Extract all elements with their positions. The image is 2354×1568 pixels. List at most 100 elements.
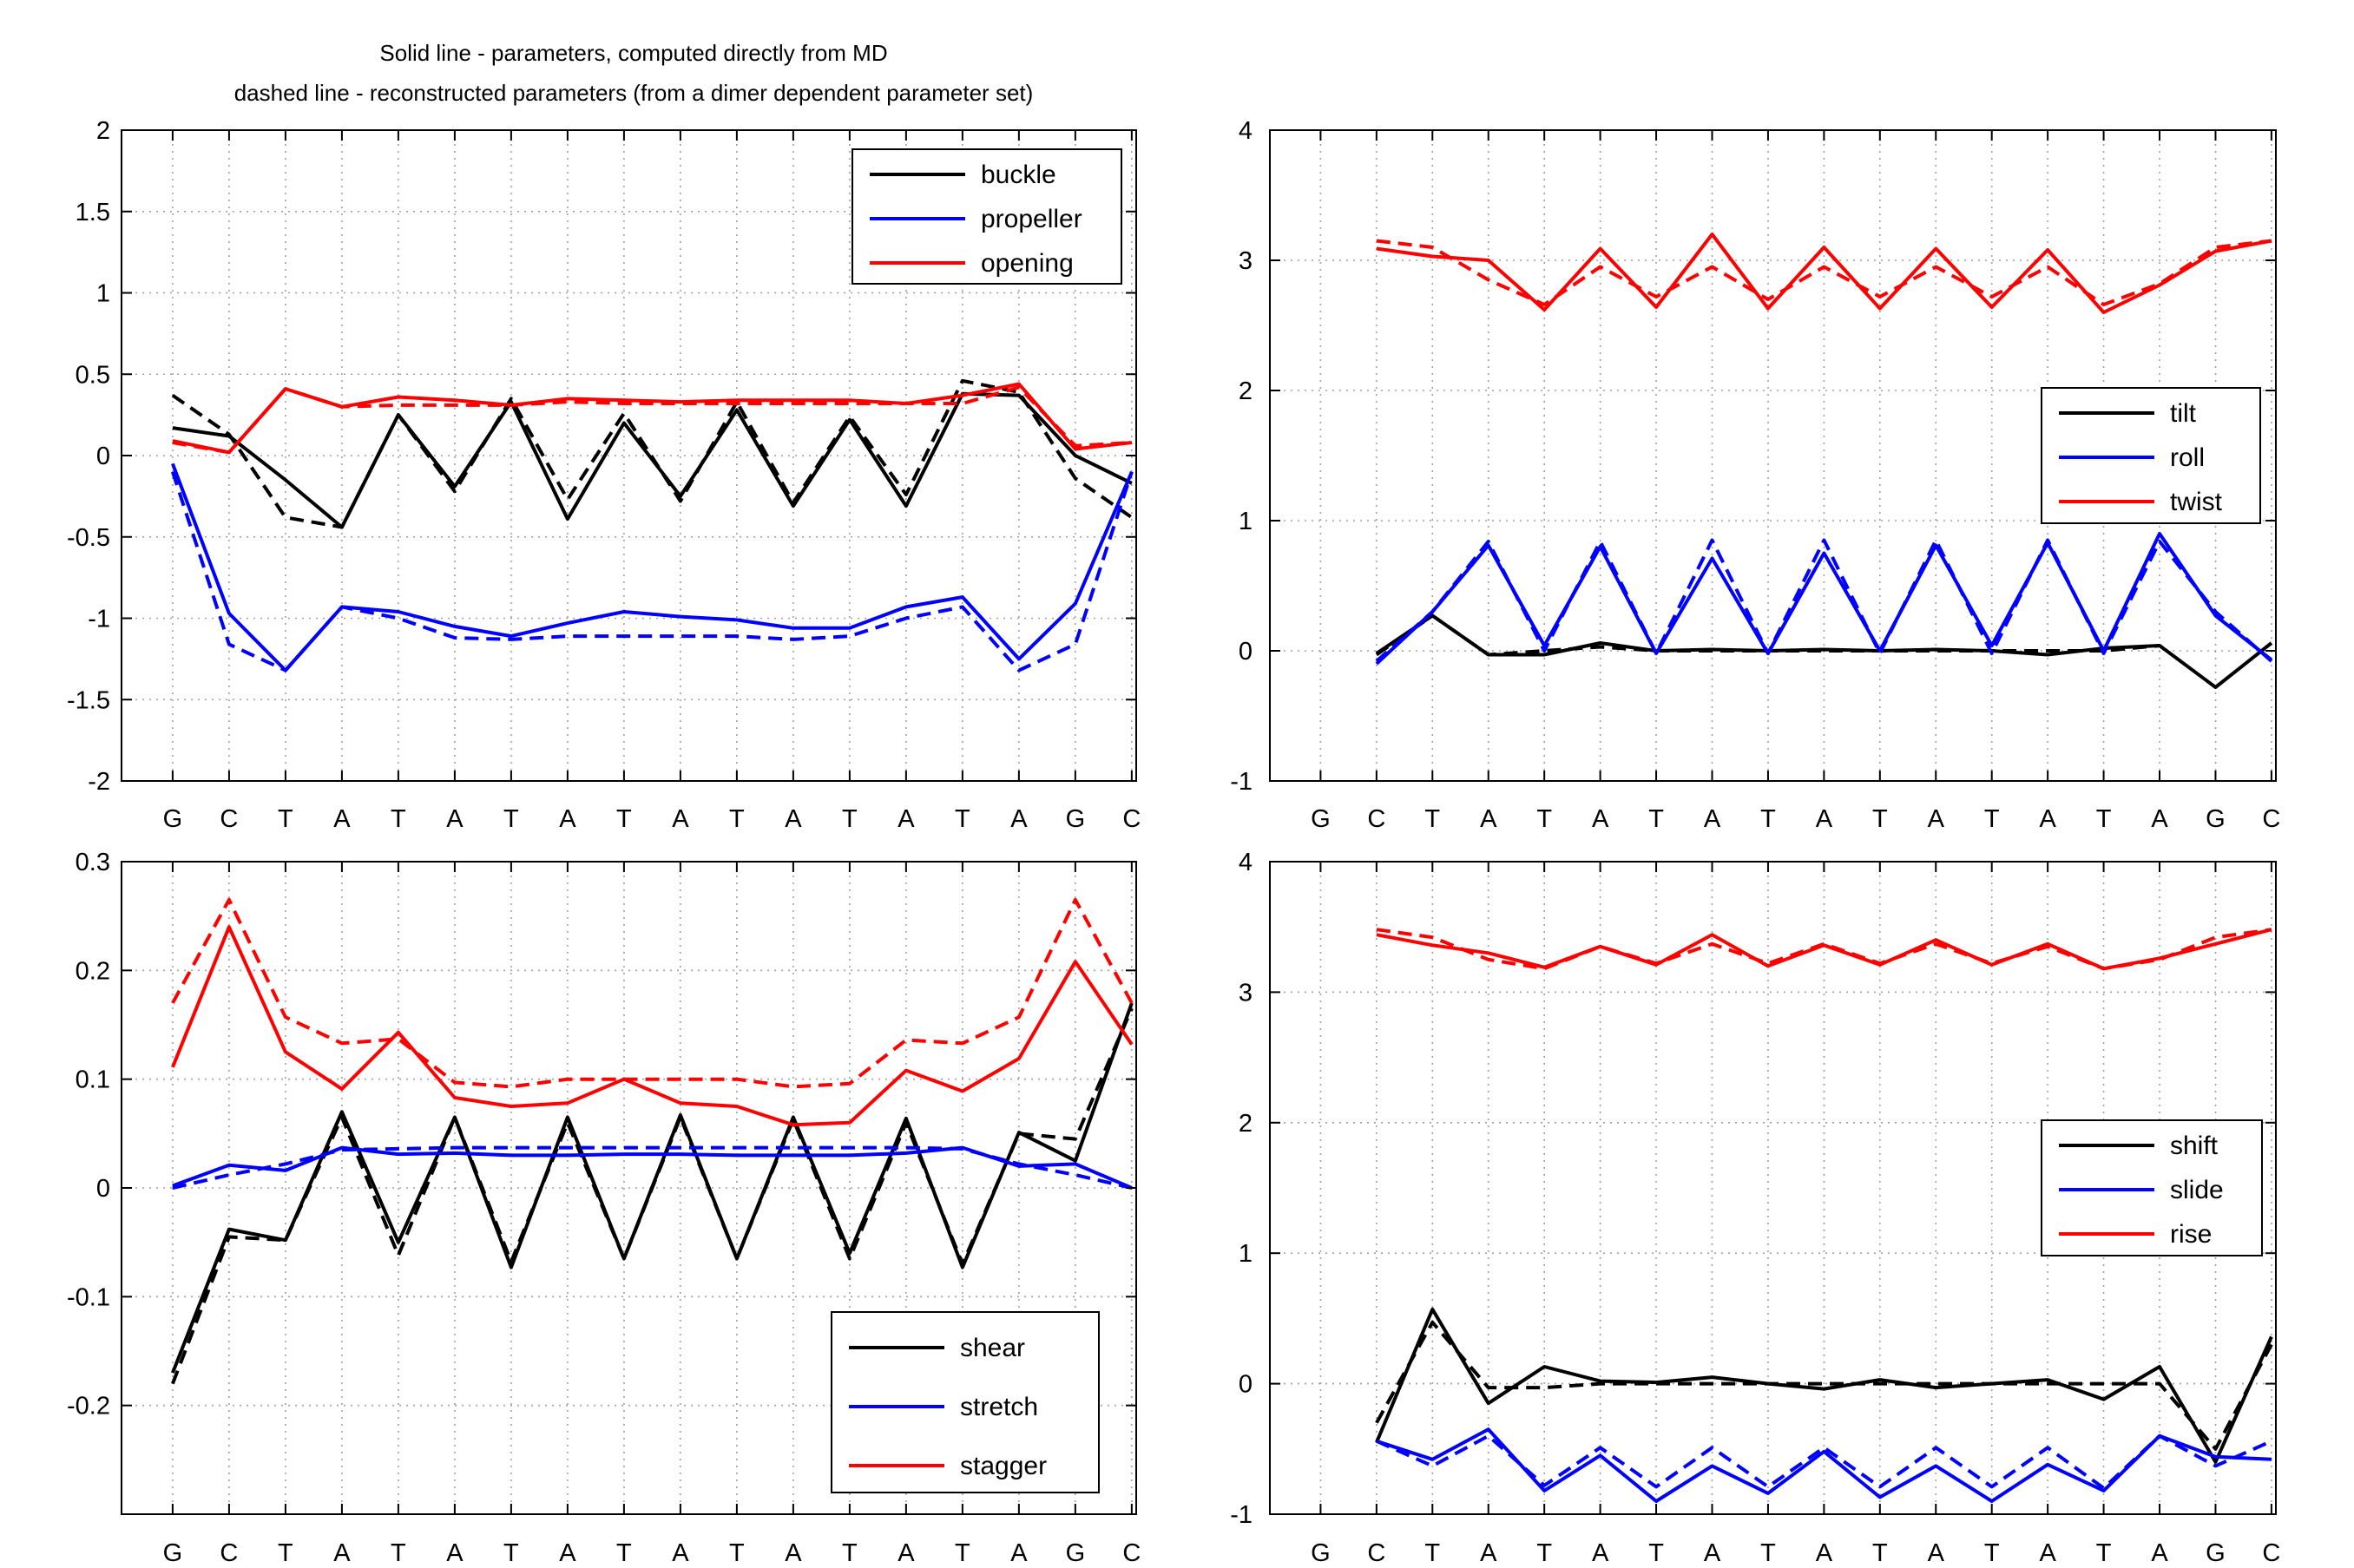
x-tick-label: G — [1066, 1539, 1086, 1567]
x-tick-label: T — [729, 805, 745, 833]
legend-label-opening: opening — [981, 249, 1074, 278]
x-tick-label: T — [1872, 1539, 1888, 1567]
y-tick-label: -2 — [88, 768, 110, 796]
series-line-stretch-dashed — [172, 1145, 1133, 1190]
x-tick-label: A — [1928, 1539, 1945, 1567]
y-tick-label: 1 — [1239, 508, 1253, 535]
axes-frame — [1269, 129, 2277, 782]
series-line-rise-dashed — [1376, 928, 2272, 971]
x-tick-label: T — [1536, 805, 1552, 833]
y-tick-label: -0.1 — [67, 1283, 110, 1311]
x-tick-label: C — [2262, 1539, 2280, 1567]
base-pair-panel: -2 -1.5 -1 -0.5 0 0.5 1 1.5 2 G C T A T A T A T A T A T A T A G Cb… — [67, 117, 1141, 833]
series-line-twist-solid — [1376, 233, 2272, 314]
x-tick-label: T — [391, 1539, 406, 1567]
x-tick-label: T — [1648, 805, 1664, 833]
x-tick-label: T — [1648, 1539, 1664, 1567]
legend: buckle propeller opening — [852, 148, 1122, 285]
y-tick-label: 1.5 — [76, 199, 110, 226]
legend: shear stretch stagger — [831, 1311, 1100, 1493]
y-tick-label: 4 — [1239, 849, 1253, 876]
legend: shift slide rise — [2041, 1119, 2263, 1256]
x-tick-label: T — [1872, 805, 1888, 833]
x-tick-label: T — [1424, 805, 1440, 833]
legend-label-shear: shear — [960, 1334, 1025, 1362]
legend-label-rise: rise — [2170, 1220, 2212, 1249]
x-tick-label: A — [446, 1539, 464, 1567]
y-tick-label: -1 — [1230, 768, 1253, 796]
series-line-slide-solid — [1376, 1427, 2272, 1503]
x-tick-label: T — [955, 1539, 970, 1567]
series-line-buckle-solid — [172, 391, 1133, 529]
x-tick-label: A — [785, 1539, 802, 1567]
x-tick-label: C — [1367, 1539, 1385, 1567]
legend-label-roll: roll — [2170, 443, 2205, 472]
x-tick-label: T — [842, 1539, 858, 1567]
x-tick-label: A — [1704, 805, 1721, 833]
y-tick-label: 0 — [1239, 1371, 1253, 1399]
figure-title-line-2: dashed line - reconstructed parameters (… — [234, 80, 1034, 106]
y-tick-label: 1 — [1239, 1240, 1253, 1268]
x-tick-label: A — [898, 805, 915, 833]
series-line-opening-dashed — [172, 385, 1133, 455]
x-tick-label: T — [1984, 805, 2000, 833]
x-tick-label: A — [1704, 1539, 1721, 1567]
y-tick-label: 3 — [1239, 979, 1253, 1007]
x-tick-label: A — [333, 805, 351, 833]
x-tick-label: C — [2262, 805, 2280, 833]
x-tick-label: T — [1760, 1539, 1776, 1567]
series-line-shift-solid — [1375, 1307, 2273, 1464]
series-line-tilt-dashed — [1375, 613, 2160, 657]
base-pair-translation-panel: -0.2 -0.1 0 0.1 0.2 0.3 G C T A T A T A T A T A T A T A G Cshea… — [67, 849, 1141, 1567]
y-tick-label: 0 — [96, 1175, 110, 1203]
figure-title-line-1: Solid line - parameters, computed direct… — [379, 40, 887, 66]
legend: tilt roll twist — [2041, 387, 2261, 524]
x-tick-label: A — [1592, 805, 1609, 833]
x-tick-label: A — [898, 1539, 915, 1567]
x-tick-label: T — [1760, 805, 1776, 833]
x-tick-label: G — [2206, 1539, 2226, 1567]
series-line-roll-dashed — [1375, 538, 2273, 663]
x-tick-label: A — [1928, 805, 1945, 833]
x-tick-label: A — [1010, 805, 1028, 833]
x-tick-label: T — [1424, 1539, 1440, 1567]
x-tick-label: G — [163, 805, 183, 833]
x-tick-label: A — [2039, 1539, 2056, 1567]
axes-frame — [1269, 861, 2277, 1515]
x-tick-label: A — [785, 805, 802, 833]
y-tick-label: 4 — [1239, 117, 1253, 145]
y-tick-label: 3 — [1239, 247, 1253, 275]
legend-label-stretch: stretch — [960, 1393, 1038, 1421]
y-tick-label: 0.2 — [76, 957, 110, 985]
legend-label-propeller: propeller — [981, 205, 1082, 233]
y-tick-label: 0.1 — [76, 1066, 110, 1094]
x-tick-label: G — [163, 1539, 183, 1567]
x-tick-label: A — [333, 1539, 351, 1567]
x-tick-label: T — [616, 805, 632, 833]
x-tick-label: A — [2039, 805, 2056, 833]
panels: -2 -1.5 -1 -0.5 0 0.5 1 1.5 2 G C T A T A T A T A T A T A T A G Cb… — [67, 117, 2280, 1567]
x-tick-label: C — [1122, 1539, 1141, 1567]
x-tick-label: A — [1816, 805, 1833, 833]
x-tick-label: A — [1480, 1539, 1497, 1567]
y-tick-label: -1 — [88, 606, 110, 633]
x-tick-label: A — [2151, 805, 2168, 833]
x-tick-label: A — [1010, 1539, 1028, 1567]
x-tick-label: C — [220, 805, 238, 833]
x-tick-label: T — [2096, 805, 2112, 833]
x-tick-label: A — [672, 805, 689, 833]
series-line-propeller-solid — [171, 463, 1134, 672]
y-tick-label: 0 — [1239, 638, 1253, 666]
y-tick-label: 0 — [96, 443, 110, 470]
x-tick-label: T — [2096, 1539, 2112, 1567]
x-tick-label: T — [503, 1539, 519, 1567]
x-tick-label: T — [503, 805, 519, 833]
series-line-stagger-dashed — [171, 897, 1134, 1089]
series-line-stagger-solid — [171, 925, 1134, 1127]
x-tick-label: T — [278, 1539, 293, 1567]
y-tick-label: 2 — [1239, 1110, 1253, 1138]
y-tick-label: 0.3 — [76, 849, 110, 876]
